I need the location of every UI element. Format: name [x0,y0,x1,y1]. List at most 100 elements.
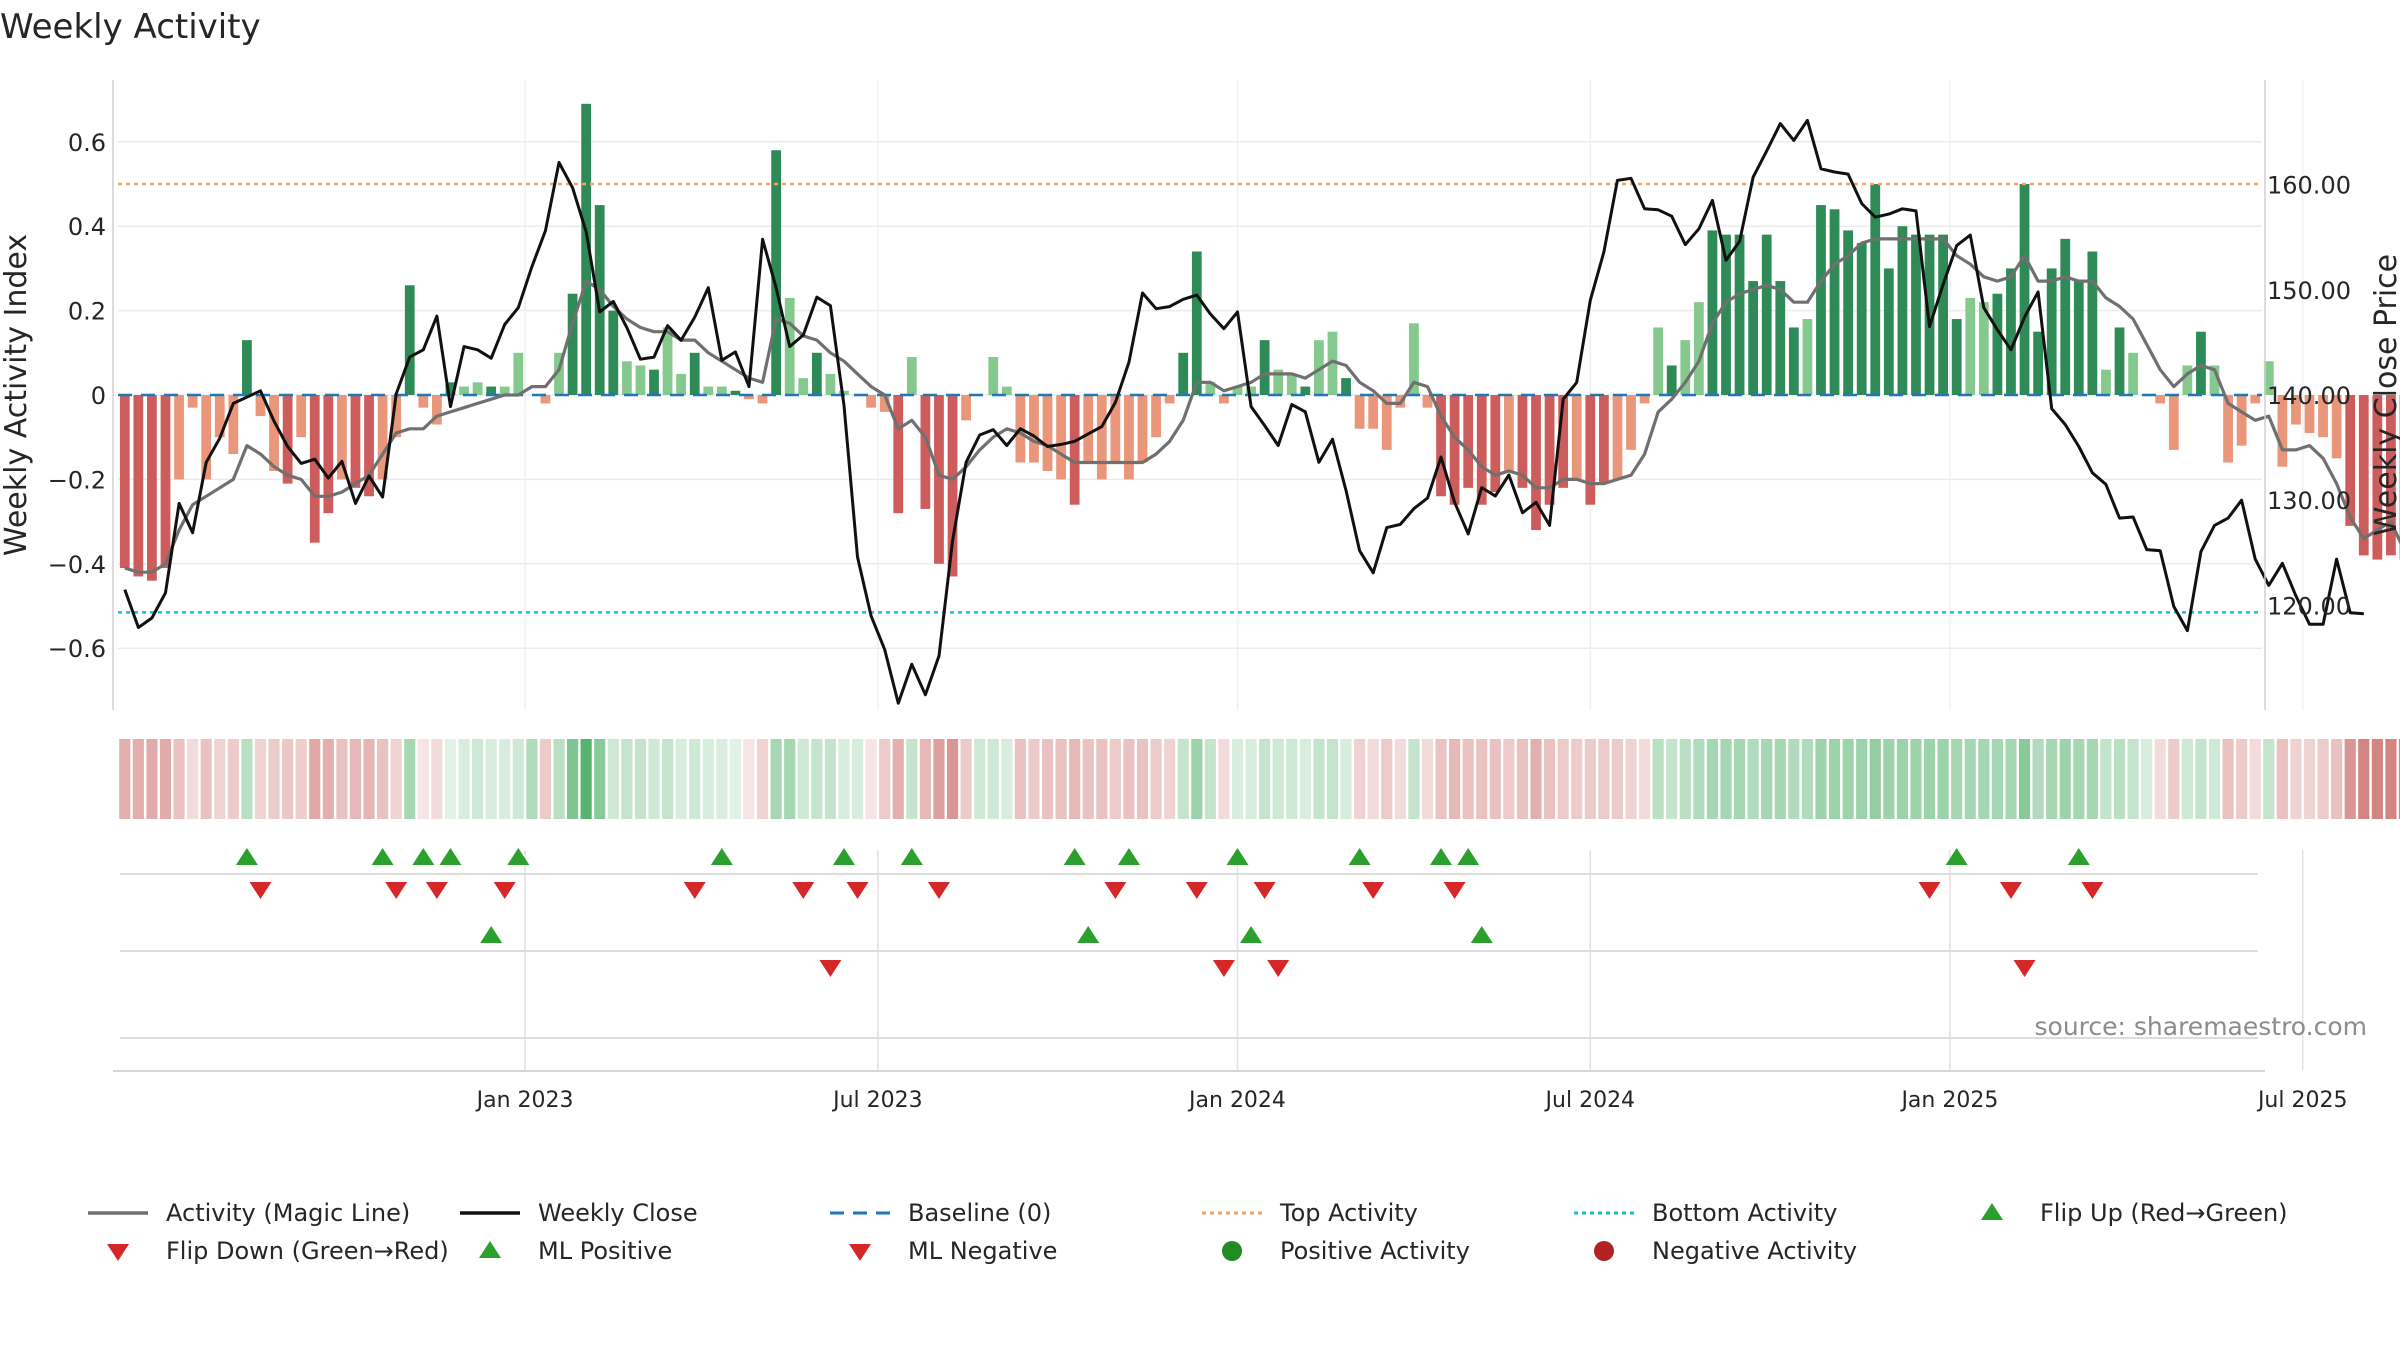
activity-bar [1178,352,1189,395]
activity-bar [2019,184,2030,395]
heat-strip-cell [906,739,918,819]
flip-down-marker [1999,882,2022,899]
heat-strip-cell [974,739,986,819]
activity-bar [1137,395,1148,463]
legend-item-baseline: Baseline (0) [830,1195,1051,1231]
activity-bar [323,395,334,514]
heat-strip-cell [499,739,511,819]
activity-bar [1490,395,1501,493]
heat-strip-cell [2154,739,2166,819]
ml-negative-marker [1212,960,1235,977]
x-tick-label: Jan 2023 [475,1088,574,1113]
activity-bar [1069,395,1080,505]
legend-item-magic: Activity (Magic Line) [88,1195,410,1231]
flip-up-marker [900,848,923,865]
heat-strip-cell [2398,739,2400,819]
activity-bar [404,285,415,395]
heat-strip-cell [1611,739,1624,819]
activity-bar [418,395,429,408]
activity-bar [1205,382,1216,395]
heat-strip-cell [1761,739,1773,819]
activity-bar [377,395,388,480]
y-tick-label: 0.2 [68,298,106,326]
activity-bar [1083,395,1094,463]
heat-strip-cell [634,739,646,819]
activity-bar [934,395,944,564]
heat-strip-cell [946,739,959,819]
chart-lines [118,118,2400,705]
heat-strip-cell [1069,739,1081,819]
grid-layer [118,80,2304,1070]
activity-bar [866,395,876,408]
activity-bar [1219,395,1229,404]
heat-strip-cell [1326,739,1339,819]
heat-strip-cell [2073,739,2085,819]
ml-positive-marker [1240,926,1263,943]
flip-up-marker [2067,848,2090,865]
activity-bar [1558,395,1569,488]
heat-strip-cell [2086,739,2098,819]
heat-strip-cell [1693,739,1705,819]
heat-strip-cell [2046,739,2058,819]
heat-strip-cell [404,739,416,819]
activity-bar [1029,395,1039,463]
heat-strip-cell [2208,739,2221,819]
heat-strip-cell [594,739,606,819]
activity-bar [689,352,700,395]
activity-bar [1829,209,1840,395]
heat-strip-cell [2317,739,2329,819]
activity-bar [2386,395,2396,556]
activity-bar [513,352,524,395]
heat-strip-cell [1109,739,1121,819]
ml-negative-marker [1267,960,1290,977]
activity-bar [1504,395,1514,471]
activity-bar [1680,340,1691,395]
activity-bar [825,373,836,395]
activity-bar [744,395,754,400]
legend-item-mlneg: ML Negative [830,1233,1057,1269]
activity-bar [1544,395,1555,505]
activity-bar [432,395,442,425]
heat-strip-cell [1299,739,1311,819]
heat-strip-cell [1055,739,1067,819]
flip-down-marker [683,882,706,899]
activity-bar [1788,327,1799,395]
y-tick-label: −0.2 [48,466,106,494]
activity-bar [635,365,646,395]
activity-bar [1110,395,1121,463]
heat-strip-cell [417,739,429,819]
heat-strip-cell [526,739,538,819]
heat-strip-cell [2100,739,2112,819]
heat-strip-cell [1625,739,1637,819]
heat-strip-cell [363,739,375,819]
activity-bar [1761,234,1772,395]
activity-bar [2263,361,2274,395]
ml-negative-marker [2013,960,2036,977]
heat-strip-cell [2249,739,2261,819]
flip-up-marker [1063,848,1086,865]
heat-strip-cell [173,739,185,819]
activity-bar [798,378,809,395]
activity-bar [269,395,279,471]
heat-strip-cell [159,739,172,819]
legend-item-flipdown: Flip Down (Green→Red) [88,1233,449,1269]
activity-bar [445,382,456,395]
activity-bar [255,395,266,417]
activity-bar [1286,373,1297,395]
legend-label-dotpos: Positive Activity [1280,1237,1470,1265]
flip-down-marker [927,882,950,899]
activity-bar [608,310,619,395]
heat-strip-cell [1937,739,1949,819]
y-tick-label: −0.6 [48,635,106,663]
activity-bar [1042,395,1053,471]
activity-bar [1734,234,1745,395]
heat-strip-cell [770,739,782,819]
activity-bar [1870,184,1881,395]
heat-strip-cell [2127,739,2139,819]
legend-label-mlpos: ML Positive [538,1237,673,1265]
activity-bar [472,382,483,395]
heat-strip-cell [1557,739,1569,819]
legend-label-flipup: Flip Up (Red→Green) [2040,1199,2288,1227]
heat-strip-cell [431,739,443,819]
x-tick-label: Jul 2024 [1544,1088,1636,1113]
